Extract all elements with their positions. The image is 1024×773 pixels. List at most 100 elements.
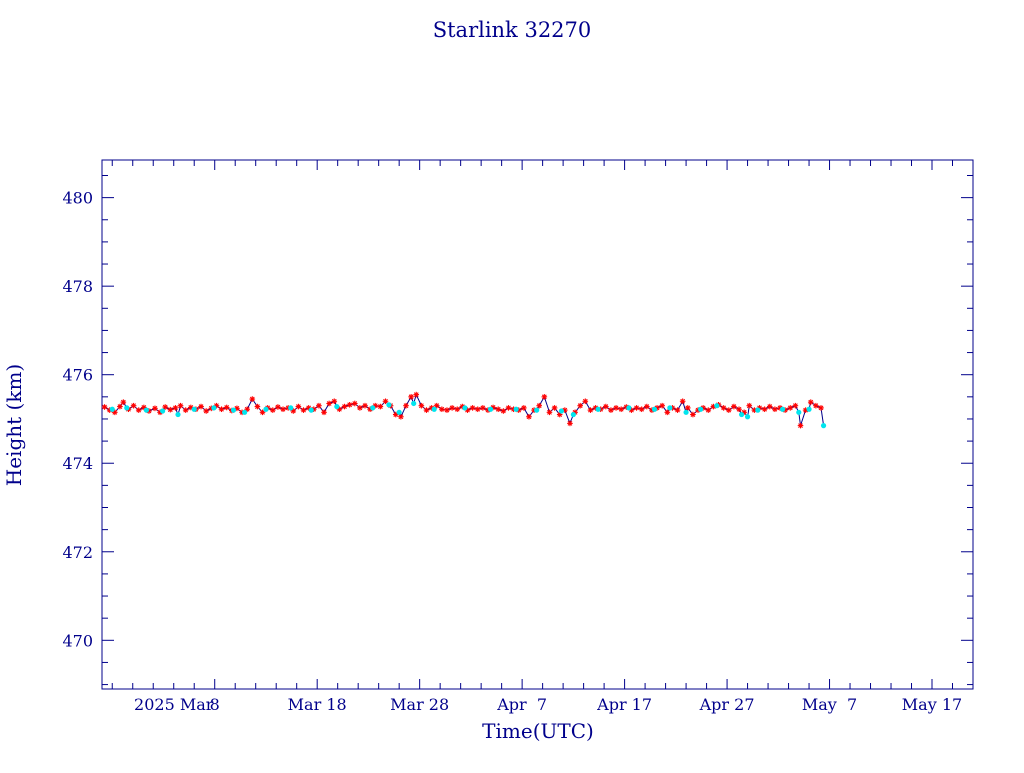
data-point: [198, 403, 204, 410]
data-point: [182, 407, 189, 413]
data-point: [109, 406, 115, 412]
data-point: [807, 399, 814, 405]
data-point: [813, 402, 819, 409]
data-point: [326, 400, 332, 407]
data-point: [705, 407, 712, 413]
data-point: [608, 407, 614, 413]
data-point: [275, 404, 281, 410]
data-point: [521, 405, 527, 411]
data-point: [546, 409, 553, 416]
data-point: [720, 405, 727, 411]
data-point: [431, 406, 437, 412]
data-point: [444, 407, 450, 413]
x-tick-label: Mar 28: [390, 695, 449, 714]
data-point: [587, 407, 594, 413]
data-point: [474, 406, 481, 413]
data-point: [280, 406, 286, 413]
data-point: [218, 406, 225, 413]
y-axis-ticks: [102, 174, 973, 686]
data-point: [526, 413, 532, 420]
data-point: [462, 405, 468, 411]
data-point: [223, 404, 230, 411]
data-point: [300, 407, 307, 413]
data-point: [541, 394, 548, 400]
data-point: [135, 407, 142, 413]
data-point: [341, 403, 348, 410]
plot-frame: [101, 159, 974, 690]
data-point: [603, 403, 609, 410]
data-point: [659, 402, 665, 409]
data-point: [679, 398, 686, 405]
data-point: [536, 402, 543, 409]
x-tick-label: 8: [210, 695, 220, 714]
x-axis-ticks: [111, 160, 954, 689]
data-point: [382, 398, 389, 405]
data-point: [674, 407, 681, 413]
data-point: [697, 406, 704, 412]
data-point: [191, 406, 197, 412]
data-point: [408, 394, 414, 400]
data-point: [423, 407, 430, 413]
y-tick-label: 480: [62, 189, 93, 208]
data-point: [370, 405, 376, 411]
data-point: [167, 406, 174, 413]
data-point: [570, 411, 576, 418]
data-point: [534, 407, 540, 413]
data-point: [792, 402, 799, 409]
data-point: [495, 406, 502, 413]
data-point: [120, 399, 127, 405]
data-point: [117, 403, 123, 410]
data-point: [664, 409, 671, 416]
data-point: [172, 405, 179, 411]
data-point: [428, 405, 435, 411]
data-point: [411, 400, 417, 407]
data-point: [513, 406, 519, 412]
data-point: [259, 409, 266, 416]
data-point: [386, 402, 392, 408]
series-layer: [101, 391, 827, 429]
x-tick-label: May 7: [802, 695, 857, 714]
x-tick-label-year: 2025 Mar: [134, 695, 214, 714]
data-point: [613, 405, 619, 411]
data-point: [357, 405, 363, 411]
data-point: [595, 406, 601, 412]
data-point: [418, 402, 425, 409]
data-point: [334, 403, 340, 410]
data-point: [316, 402, 322, 409]
data-point: [736, 406, 742, 413]
data-point: [618, 406, 624, 413]
data-point: [796, 409, 802, 415]
data-point: [398, 413, 404, 420]
data-point: [124, 405, 130, 411]
data-point: [731, 403, 737, 410]
y-tick-label: 476: [62, 366, 93, 385]
data-point: [567, 420, 573, 427]
x-tick-label: Apr 17: [596, 695, 652, 714]
data-point: [820, 423, 827, 429]
data-point: [638, 406, 645, 413]
data-point: [372, 402, 379, 409]
data-point: [230, 407, 237, 413]
data-point: [175, 411, 181, 418]
data-point: [779, 406, 786, 412]
data-point: [290, 408, 297, 414]
data-point: [558, 408, 565, 414]
data-point: [130, 402, 137, 409]
data-point: [633, 405, 640, 411]
x-axis-label: Time(UTC): [482, 719, 594, 743]
data-point: [690, 411, 696, 418]
chart-title: Starlink 32270: [433, 18, 592, 42]
data-point: [766, 403, 773, 410]
data-point: [143, 407, 150, 413]
data-point: [806, 406, 812, 412]
data-point: [469, 405, 476, 411]
y-tick-label: 472: [62, 543, 93, 562]
x-tick-label: Apr 27: [699, 695, 755, 714]
data-point: [454, 406, 461, 413]
data-point: [449, 405, 455, 411]
data-point: [346, 402, 353, 408]
data-point: [761, 406, 768, 413]
y-axis-tick-labels: 470 472 474 476 478 480: [62, 189, 93, 651]
